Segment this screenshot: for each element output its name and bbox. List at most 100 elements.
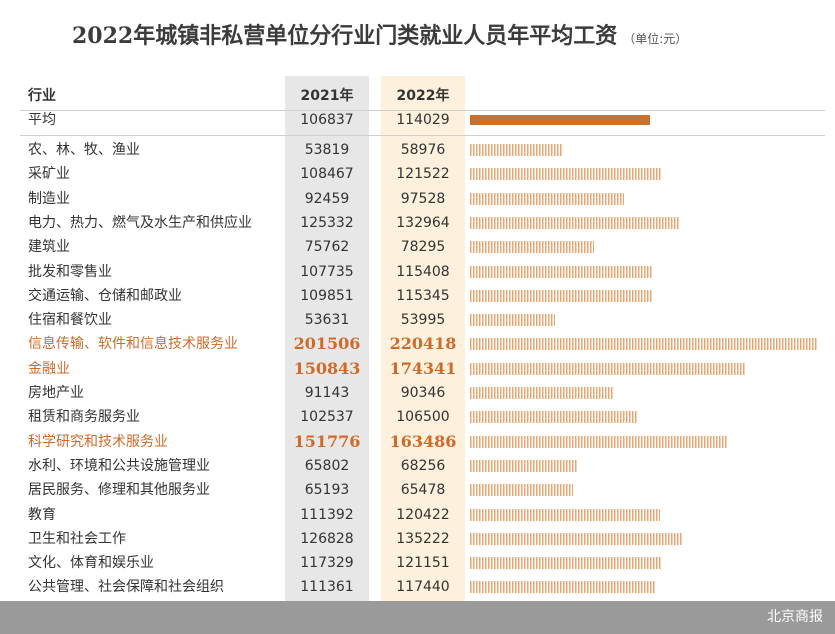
value-2021: 111392: [300, 506, 354, 523]
footer-bar: 北京商报: [0, 601, 835, 634]
table-row: 居民服务、修理和其他服务业 65193 65478: [0, 479, 835, 501]
value-2022: 58976: [400, 142, 446, 158]
bar-2022: [470, 532, 684, 545]
industry-label: 信息传输、软件和信息技术服务业: [28, 336, 238, 353]
table-row: 采矿业 108467 121522: [0, 163, 835, 185]
industry-label: 文化、体育和娱乐业: [28, 555, 154, 572]
industry-label: 农、林、牧、渔业: [28, 142, 140, 158]
value-2022: 97528: [400, 190, 446, 207]
table-row: 公共管理、社会保障和社会组织 111361 117440: [0, 576, 835, 598]
value-2022: 174341: [389, 358, 457, 378]
table-row: 住宿和餐饮业 53631 53995: [0, 309, 835, 331]
value-2021: 65802: [304, 457, 350, 474]
value-2022: 115345: [396, 287, 450, 304]
value-2022: 135222: [396, 530, 450, 547]
industry-label: 平均: [28, 112, 56, 128]
bar-2022: [470, 144, 564, 156]
value-2022: 117440: [396, 579, 450, 596]
table-row: 制造业 92459 97528: [0, 188, 835, 210]
bar-2022: [470, 168, 662, 181]
header-2022: 2022年: [396, 88, 450, 104]
value-2021: 117329: [300, 555, 354, 572]
value-2022: 90346: [400, 385, 446, 401]
industry-label: 采矿业: [28, 166, 70, 183]
header-industry: 行业: [28, 88, 56, 104]
bar-2022: [470, 216, 680, 229]
table-row: 金融业 150843 174341: [0, 358, 835, 380]
chart-title: 2022年城镇非私营单位分行业门类就业人员年平均工资 （单位:元）: [72, 20, 687, 52]
bar-2022: [470, 362, 746, 375]
table-row: 交通运输、仓储和邮政业 109851 115345: [0, 285, 835, 307]
value-2021: 201506: [293, 334, 361, 354]
industry-label: 交通运输、仓储和邮政业: [28, 287, 182, 304]
value-2021: 150843: [293, 358, 361, 378]
average-divider: [20, 135, 825, 136]
value-2021: 53819: [304, 142, 350, 158]
table-row: 房地产业 91143 90346: [0, 382, 835, 404]
bar-2022: [470, 192, 624, 205]
bar-2022: [470, 484, 574, 497]
value-2021: 111361: [300, 579, 354, 596]
bar-2022: [470, 459, 578, 472]
value-2022: 114029: [396, 112, 450, 128]
source-label: 北京商报: [767, 609, 823, 625]
value-2021: 106837: [300, 112, 354, 128]
industry-label: 金融业: [28, 360, 70, 377]
value-2021: 108467: [300, 166, 354, 183]
value-2022: 106500: [396, 409, 450, 426]
value-2022: 163486: [389, 431, 457, 451]
value-2021: 65193: [304, 482, 350, 499]
industry-label: 科学研究和技术服务业: [28, 433, 168, 450]
table-row: 农、林、牧、渔业 53819 58976: [0, 139, 835, 161]
value-2021: 109851: [300, 287, 354, 304]
table-row: 科学研究和技术服务业 151776 163486: [0, 431, 835, 453]
value-2022: 65478: [400, 482, 446, 499]
header-divider: [20, 110, 825, 111]
industry-label: 居民服务、修理和其他服务业: [28, 482, 210, 499]
value-2021: 53631: [304, 312, 350, 329]
industry-label: 住宿和餐饮业: [28, 312, 112, 329]
table-row: 水利、环境和公共设施管理业 65802 68256: [0, 455, 835, 477]
table-row: 教育 111392 120422: [0, 504, 835, 526]
value-2022: 132964: [396, 214, 450, 231]
bar-2022: [470, 387, 613, 399]
table-row: 信息传输、软件和信息技术服务业 201506 220418: [0, 333, 835, 355]
value-2022: 220418: [389, 334, 457, 354]
bar-2022: [470, 265, 653, 278]
industry-label: 批发和零售业: [28, 263, 112, 280]
value-2021: 151776: [293, 431, 361, 451]
value-2021: 126828: [300, 530, 354, 547]
value-2022: 120422: [396, 506, 450, 523]
industry-label: 制造业: [28, 190, 70, 207]
value-2021: 125332: [300, 214, 354, 231]
bar-2022: [470, 508, 661, 521]
value-2021: 75762: [304, 239, 350, 256]
bar-2022: [470, 314, 556, 327]
value-2022: 115408: [396, 263, 450, 280]
industry-label: 水利、环境和公共设施管理业: [28, 457, 210, 474]
value-2022: 53995: [400, 312, 446, 329]
average-row: 平均 106837 114029: [0, 109, 835, 131]
bar-2022: [470, 435, 729, 448]
bar-2022: [470, 338, 818, 351]
column-band-2021: [285, 76, 369, 608]
bar-2022: [470, 581, 656, 594]
bar-average: [470, 115, 651, 125]
value-2022: 121522: [396, 166, 450, 183]
table-row: 卫生和社会工作 126828 135222: [0, 528, 835, 550]
value-2021: 102537: [300, 409, 354, 426]
industry-label: 卫生和社会工作: [28, 530, 126, 547]
industry-label: 电力、热力、燃气及水生产和供应业: [28, 214, 252, 231]
table-row: 电力、热力、燃气及水生产和供应业 125332 132964: [0, 212, 835, 234]
header-2021: 2021年: [300, 88, 354, 104]
bar-2022: [470, 241, 594, 254]
bar-2022: [470, 411, 639, 424]
table-row: 建筑业 75762 78295: [0, 236, 835, 258]
value-2021: 107735: [300, 263, 354, 280]
industry-label: 房地产业: [28, 385, 84, 401]
industry-label: 租赁和商务服务业: [28, 409, 140, 426]
industry-label: 建筑业: [28, 239, 70, 256]
title-text: 2022年城镇非私营单位分行业门类就业人员年平均工资: [72, 23, 618, 49]
value-2021: 91143: [304, 385, 350, 401]
value-2021: 92459: [304, 190, 350, 207]
